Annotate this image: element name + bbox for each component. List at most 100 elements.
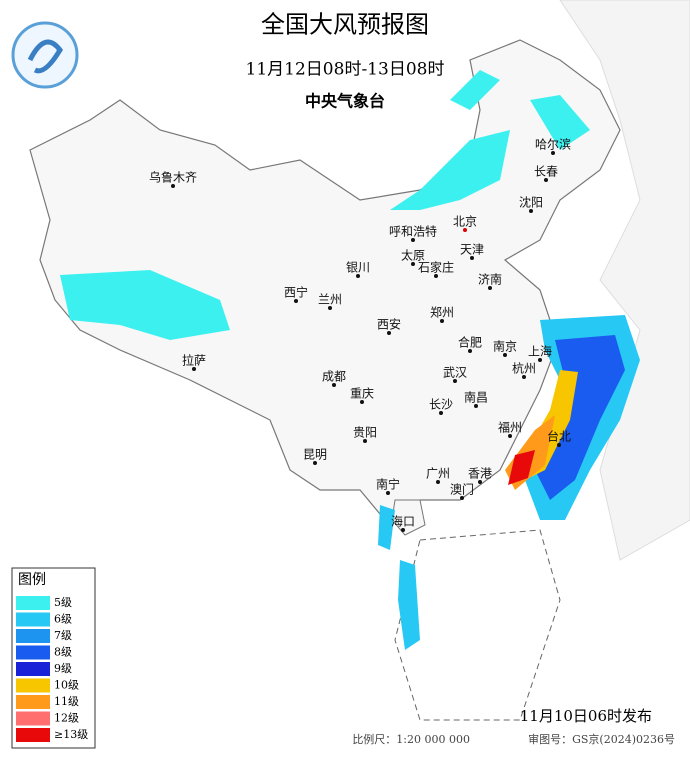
city-dot <box>360 400 364 404</box>
agency: 中央气象台 <box>305 92 385 111</box>
wind-zone <box>378 505 420 650</box>
city-dot <box>356 274 360 278</box>
city-dot <box>436 480 440 484</box>
city-dot <box>460 496 464 500</box>
city-label: 西安 <box>377 317 401 332</box>
legend-label: ≥13级 <box>54 728 88 741</box>
city-label: 天津 <box>460 243 484 257</box>
wind-zone <box>60 270 230 340</box>
city-label: 海口 <box>391 514 415 529</box>
city-label: 武汉 <box>443 366 467 380</box>
city-label: 兰州 <box>318 293 342 307</box>
city-dot <box>478 480 482 484</box>
legend-swatch <box>16 728 50 742</box>
city-label: 南京 <box>493 339 517 354</box>
legend-swatch <box>16 596 50 610</box>
city-label: 上海 <box>528 344 552 359</box>
city-dot <box>386 491 390 495</box>
city-label: 长春 <box>534 165 558 179</box>
legend-swatch <box>16 629 50 643</box>
legend-swatch <box>16 662 50 676</box>
subtitle: 11月12日08时-13日08时 <box>246 60 445 80</box>
city-label: 广州 <box>426 467 450 481</box>
city-dot <box>508 434 512 438</box>
city-label: 福州 <box>498 420 522 435</box>
city-label: 沈阳 <box>519 195 543 210</box>
issued-time: 11月10日06时发布 <box>520 707 652 725</box>
city-dot <box>474 404 478 408</box>
city-label: 乌鲁木齐 <box>149 170 197 185</box>
legend: 5级 6级 7级 8级 9级 10级 11级 12级 ≥13级 <box>16 596 88 742</box>
city-label: 银川 <box>346 261 370 275</box>
neighbor-land <box>559 0 690 561</box>
south-sea-boundary <box>394 529 561 721</box>
city-label: 成都 <box>322 370 346 384</box>
legend-swatch <box>16 711 50 726</box>
city-dot <box>488 286 492 290</box>
city-dot <box>453 379 457 383</box>
city-label: 长沙 <box>429 398 453 412</box>
city-label: 太原 <box>401 248 425 263</box>
city-label: 郑州 <box>430 305 454 320</box>
legend-swatch <box>16 612 50 627</box>
legend-label: 6级 <box>54 613 72 626</box>
city-dot <box>551 151 555 155</box>
city-dot <box>440 319 444 323</box>
city-label: 贵阳 <box>353 426 377 440</box>
wind-zone <box>508 450 535 485</box>
city-dot <box>332 383 336 387</box>
wind-zone <box>390 70 590 210</box>
city-label: 西宁 <box>284 285 308 300</box>
legend-swatch <box>16 678 50 693</box>
city-label: 哈尔滨 <box>535 137 571 152</box>
legend-swatch <box>16 695 50 709</box>
city-dot <box>313 461 317 465</box>
city-dot <box>411 262 415 266</box>
city-label: 合肥 <box>458 335 482 350</box>
city-dot <box>468 349 472 353</box>
city-label: 香港 <box>468 467 492 481</box>
city-label: 台北 <box>547 429 571 444</box>
logo <box>11 21 79 89</box>
city-dot <box>401 528 405 532</box>
city-dot <box>294 299 298 303</box>
city-dot <box>411 238 415 242</box>
legend-label: 12级 <box>54 712 79 725</box>
city-dot <box>439 411 443 415</box>
legend-swatch <box>16 645 50 660</box>
city-label: 济南 <box>478 272 502 287</box>
legend-label: 7级 <box>54 629 72 642</box>
city-dot <box>363 439 367 443</box>
legend-label: 5级 <box>54 596 72 609</box>
legend-label: 10级 <box>54 679 79 692</box>
city-dot <box>529 209 533 213</box>
city-label: 呼和浩特 <box>389 224 437 239</box>
city-dot <box>192 367 196 371</box>
city-dot <box>463 228 467 232</box>
city-dot <box>470 256 474 260</box>
city-dot <box>538 358 542 362</box>
wind-zone <box>535 335 625 500</box>
legend-label: 9级 <box>54 662 72 675</box>
scale: 比例尺：1:20 000 000 <box>352 732 470 746</box>
city-dot <box>557 443 561 447</box>
city-label: 杭州 <box>512 361 536 376</box>
title: 全国大风预报图 <box>261 11 429 39</box>
city-label: 重庆 <box>350 387 374 401</box>
city-label: 北京 <box>453 215 477 229</box>
review-number: 审图号：GS京(2024)0236号 <box>528 732 675 746</box>
legend-title: 图例 <box>18 572 46 588</box>
city-label: 昆明 <box>303 448 327 462</box>
city-label: 拉萨 <box>182 353 206 368</box>
city-dot <box>328 306 332 310</box>
city-label: 南宁 <box>376 477 400 492</box>
city-dot <box>544 178 548 182</box>
city-label: 南昌 <box>464 390 488 405</box>
city-dot <box>522 375 526 379</box>
logo-mark <box>27 39 64 74</box>
city-dot <box>434 274 438 278</box>
legend-label: 11级 <box>54 695 79 708</box>
city-label: 澳门 <box>450 482 474 497</box>
legend-label: 8级 <box>54 646 72 659</box>
